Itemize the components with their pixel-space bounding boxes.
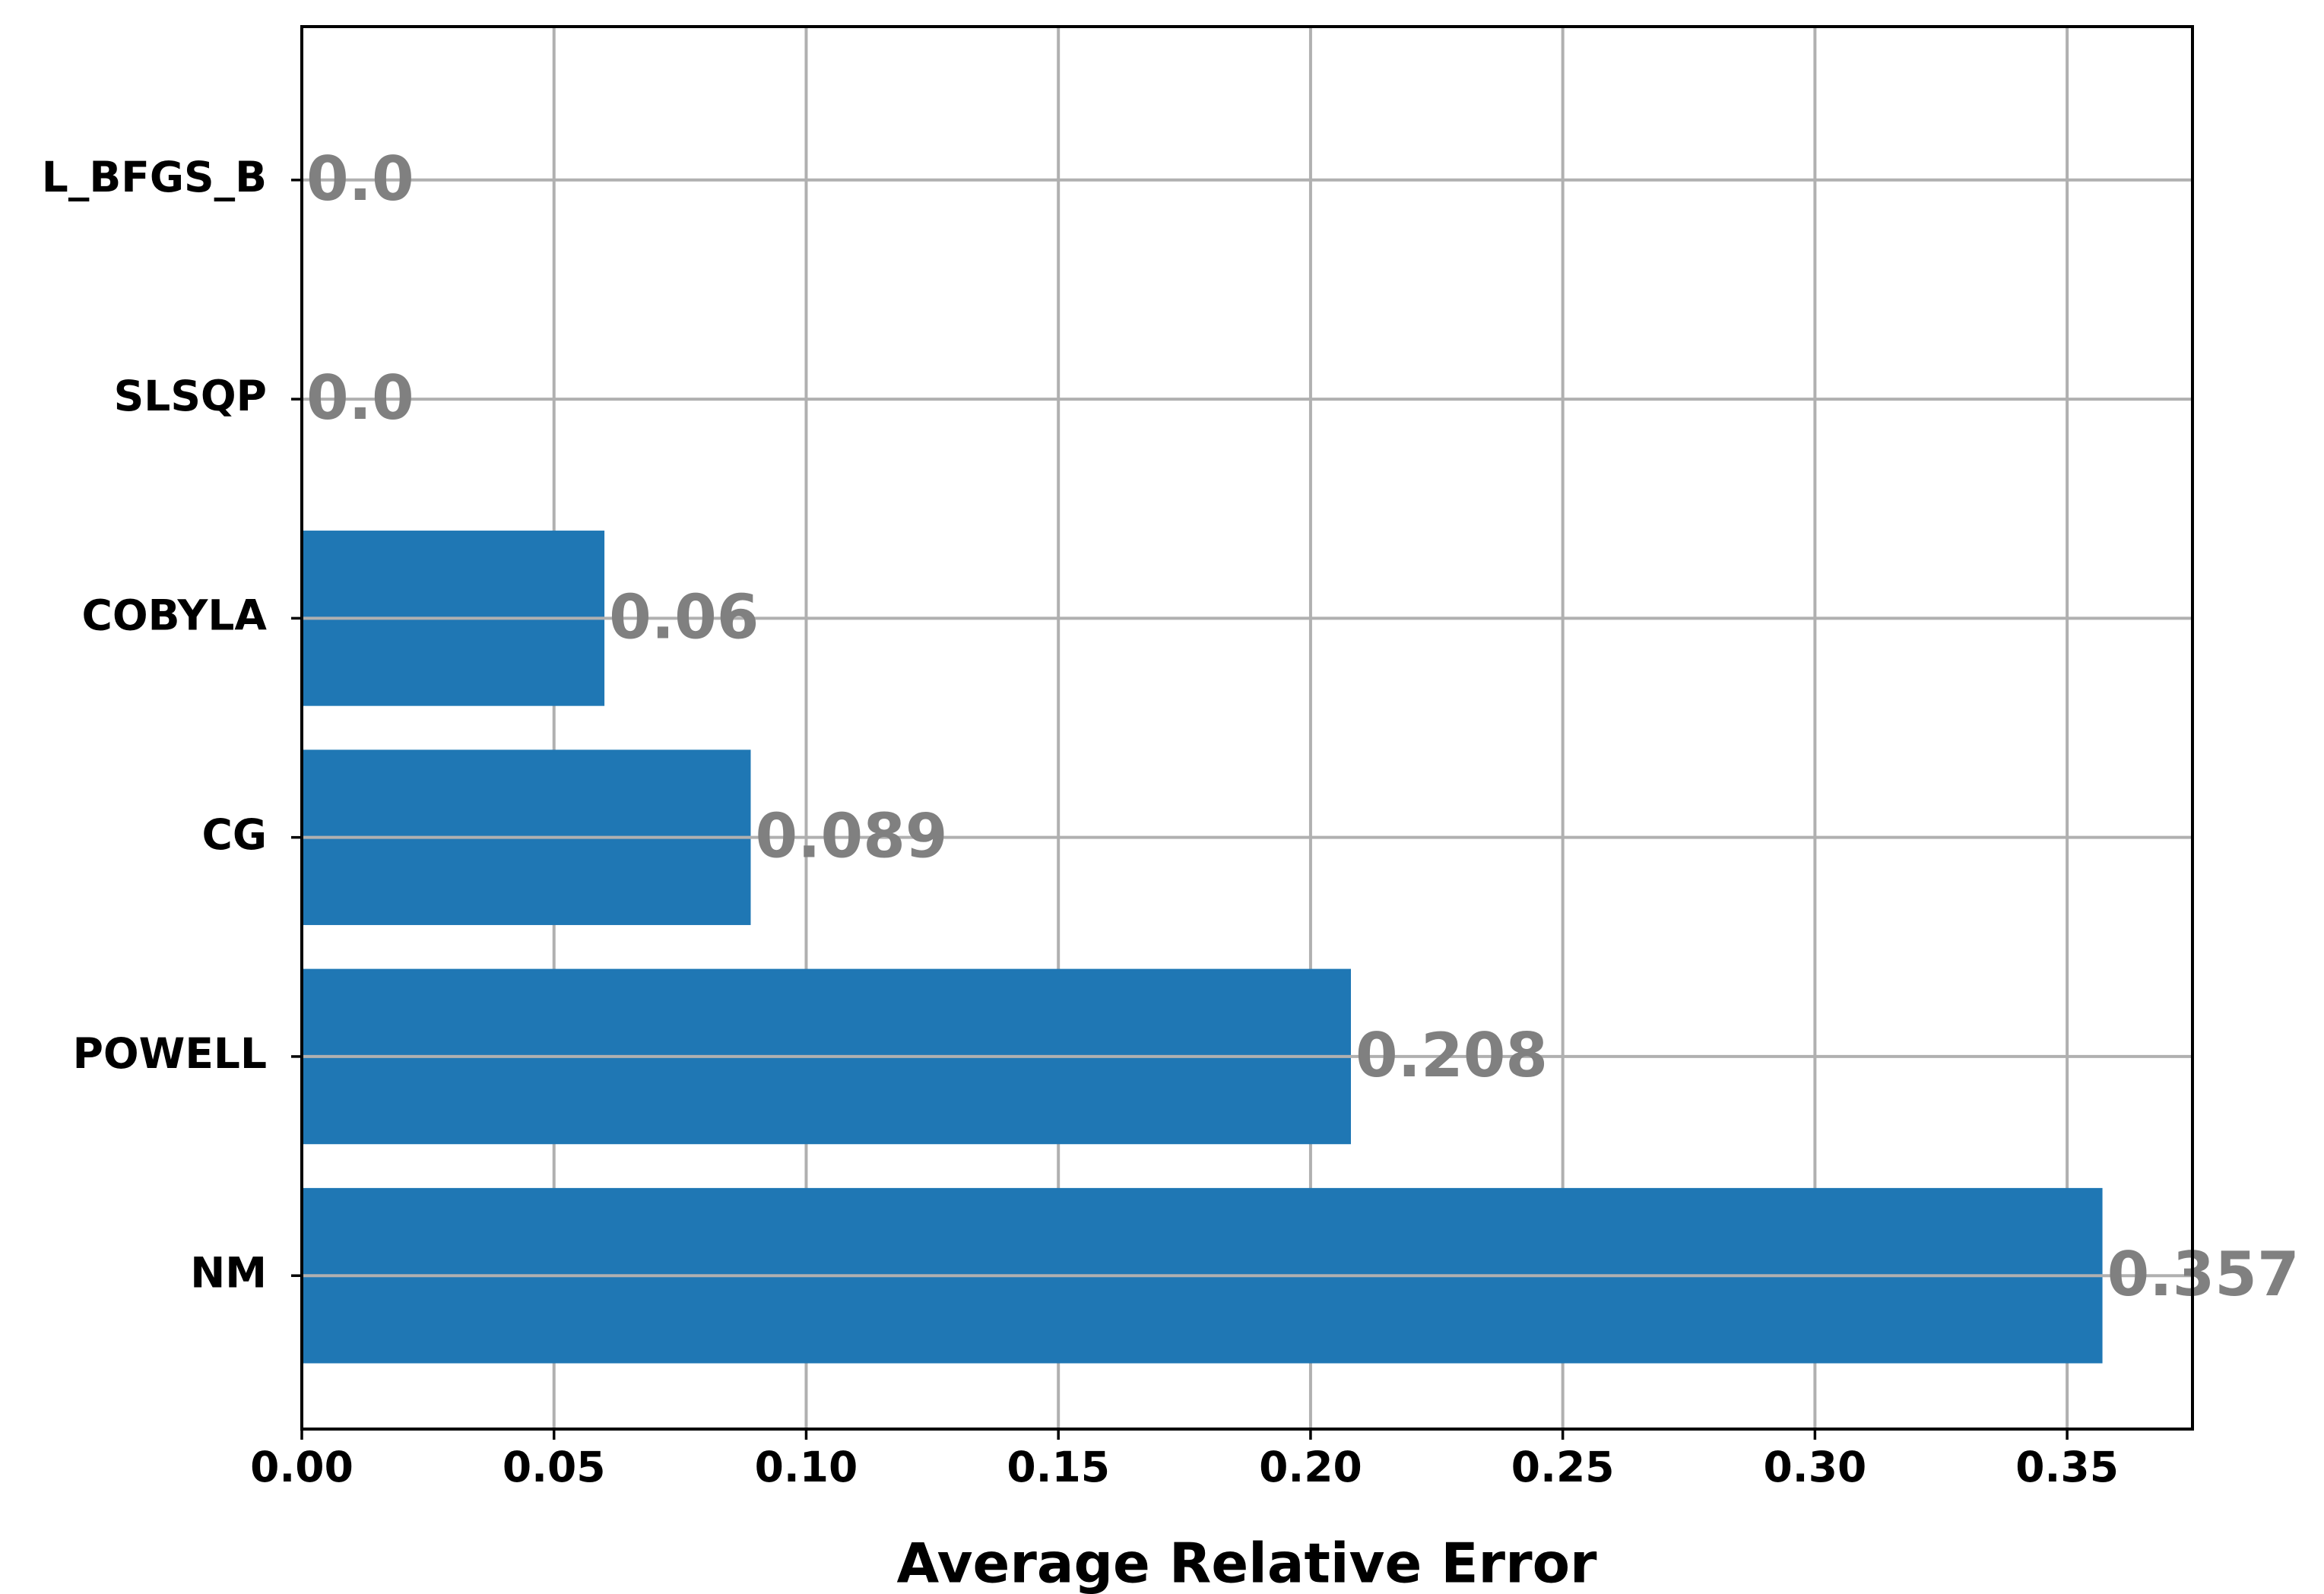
y-tick-label: NM (190, 1248, 267, 1297)
x-tick-label: 0.10 (755, 1443, 858, 1491)
y-tick-label: SLSQP (114, 372, 267, 420)
y-tick-label: L_BFGS_B (42, 153, 267, 201)
y-tick-label: CG (201, 810, 267, 859)
value-label: 0.0 (306, 144, 414, 214)
x-tick-label: 0.30 (1764, 1443, 1867, 1491)
value-label: 0.06 (609, 582, 759, 652)
value-label: 0.0 (306, 363, 414, 433)
plot-frame (300, 25, 2194, 1431)
x-tick-label: 0.15 (1007, 1443, 1110, 1491)
y-tick-label: COBYLA (82, 591, 268, 640)
y-tick-label: POWELL (73, 1029, 267, 1078)
x-tick-label: 0.20 (1259, 1443, 1362, 1491)
x-axis-label: Average Relative Error (896, 1532, 1597, 1594)
value-label: 0.089 (755, 801, 947, 872)
x-tick-label: 0.35 (2015, 1443, 2119, 1491)
x-tick-label: 0.00 (250, 1443, 354, 1491)
x-tick-label: 0.05 (503, 1443, 606, 1491)
x-tick-label: 0.25 (1511, 1443, 1615, 1491)
value-label: 0.357 (2107, 1239, 2300, 1310)
value-label: 0.208 (1355, 1020, 1548, 1091)
